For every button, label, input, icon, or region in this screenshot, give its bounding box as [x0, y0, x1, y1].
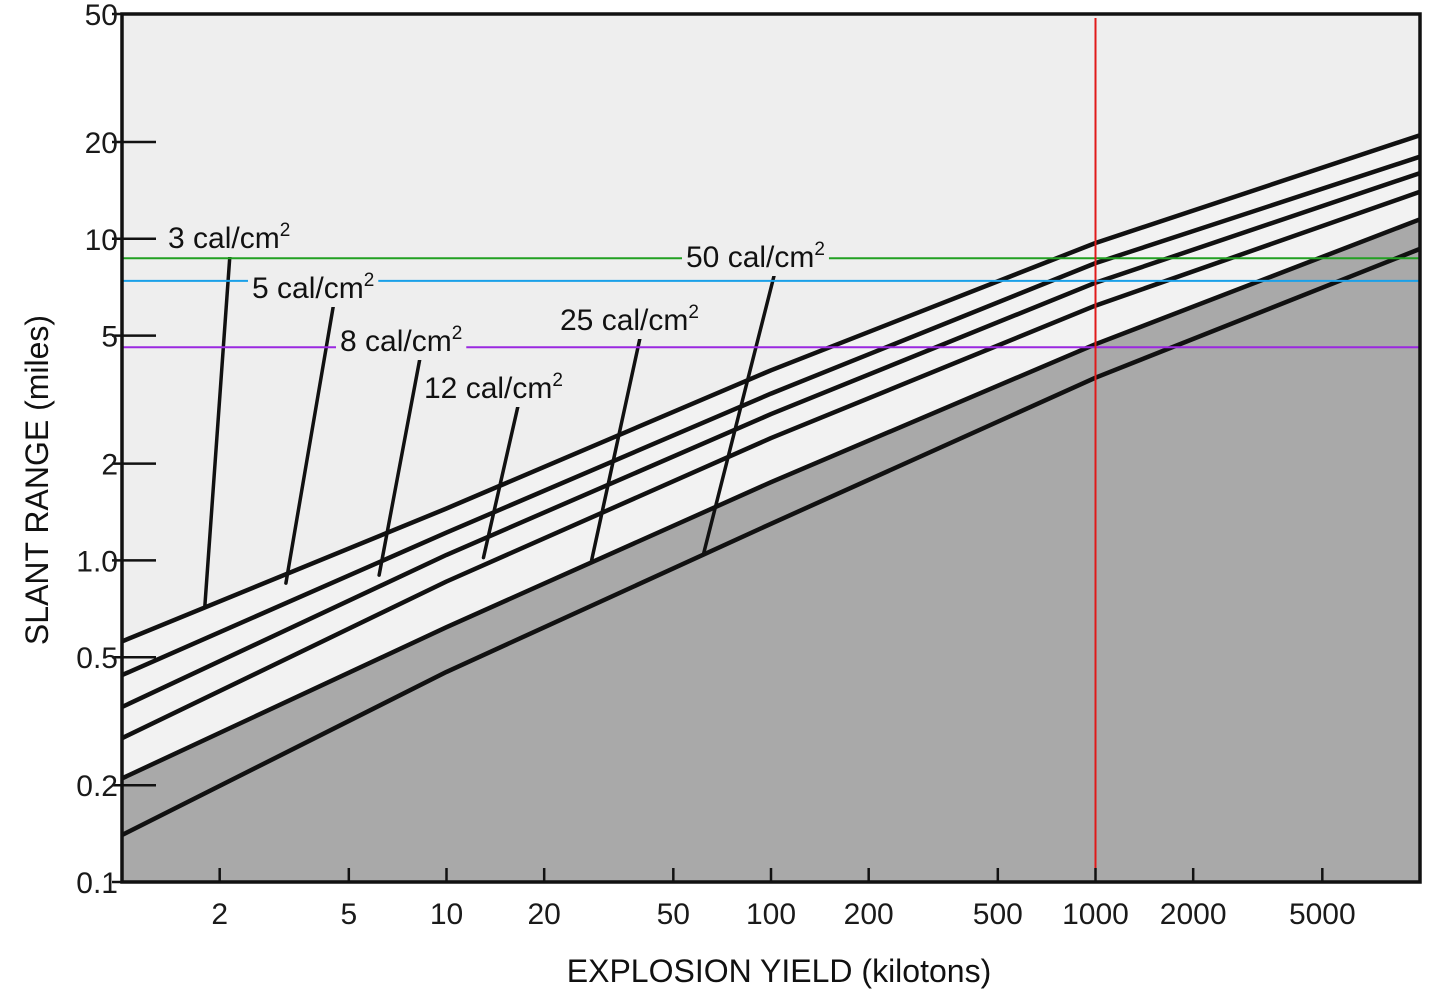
y-tick-label: 0.1	[76, 867, 118, 900]
x-tick-label: 5000	[1289, 898, 1356, 931]
series-line-3-cal	[121, 133, 1421, 644]
y-tick-label: 0.2	[76, 770, 118, 803]
y-tick-label: 5	[101, 321, 118, 354]
series-label-12-cal: 12 cal/cm2	[424, 370, 563, 405]
y-tick-label: 10	[85, 224, 118, 257]
x-tick-label: 1000	[1062, 898, 1129, 931]
series-curves	[120, 133, 1421, 838]
series-line-25-cal	[121, 217, 1421, 781]
y-tick-label: 0.5	[76, 642, 118, 675]
y-tick-label: 1.0	[76, 545, 118, 578]
x-tick-label: 2	[211, 898, 228, 931]
leader-line-5-cal	[284, 300, 336, 585]
series-label-backing	[556, 300, 703, 339]
series-label-25-cal: 25 cal/cm2	[560, 302, 699, 337]
series-line-12-cal	[121, 189, 1421, 741]
x-tick-label: 2000	[1160, 898, 1227, 931]
series-line-50-cal	[120, 246, 1421, 838]
y-tick-label: 2	[101, 449, 118, 482]
series-label-50-cal: 50 cal/cm2	[686, 239, 825, 274]
x-tick-label: 5	[340, 898, 357, 931]
x-tick-label: 100	[746, 898, 796, 931]
leader-line-8-cal	[377, 356, 422, 577]
axis-titles: EXPLOSION YIELD (kilotons) SLANT RANGE (…	[19, 315, 991, 989]
series-label-8-cal: 8 cal/cm2	[340, 323, 462, 358]
series-label-backing	[164, 218, 295, 257]
label-leader-lines	[203, 252, 776, 609]
leader-line-50-cal	[701, 274, 776, 556]
series-labels: 3 cal/cm2 5 cal/cm2 8 cal/cm2 12 cal/cm2 25 …	[164, 218, 829, 407]
x-tick-label: 500	[973, 898, 1023, 931]
series-label-backing	[336, 321, 467, 360]
y-tick-label: 50	[85, 0, 118, 32]
axis-ticks: 2 5 10 20 50 100 200 500 1000 2000 5000 0.1 0.2 0.5 1.…	[76, 0, 1355, 931]
series-label-5-cal: 5 cal/cm2	[252, 270, 374, 305]
series-label-backing	[248, 268, 379, 307]
leader-line-3-cal	[203, 252, 232, 609]
leader-line-12-cal	[481, 404, 520, 560]
x-tick-label: 200	[844, 898, 894, 931]
y-axis-title: SLANT RANGE (miles)	[19, 315, 55, 645]
series-line-5-cal	[121, 154, 1421, 678]
y-tick-label: 20	[85, 127, 118, 160]
series-line-8-cal	[121, 170, 1421, 710]
leader-line-25-cal	[589, 336, 642, 563]
x-tick-label: 50	[657, 898, 690, 931]
x-tick-label: 20	[527, 898, 560, 931]
x-axis-title: EXPLOSION YIELD (kilotons)	[567, 953, 991, 989]
series-label-backing	[682, 237, 829, 276]
series-label-backing	[420, 368, 567, 407]
x-tick-label: 10	[430, 898, 463, 931]
series-label-3-cal: 3 cal/cm2	[168, 220, 290, 255]
